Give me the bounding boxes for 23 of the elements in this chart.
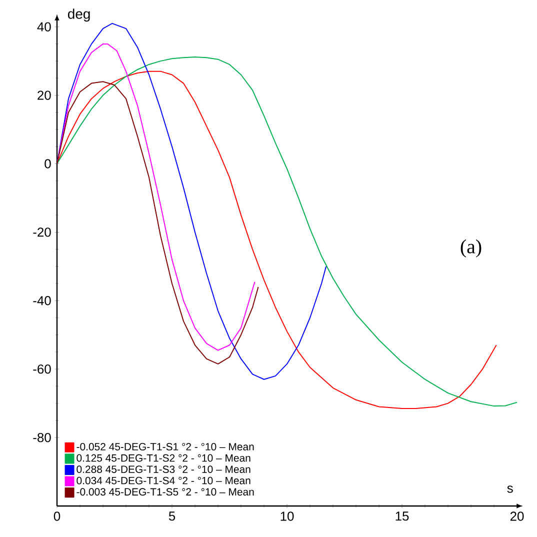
x-tick-label: 0 (54, 512, 60, 521)
y-tick-label: 40 (37, 22, 51, 32)
y-tick-label: -40 (33, 296, 51, 306)
x-tick-label: 15 (396, 512, 409, 521)
x-tick-label: 10 (280, 512, 294, 521)
legend-label: -0.052 45-DEG-T1-S1 °2 - °10 – Mean (76, 443, 254, 450)
legend-label: 0.034 45-DEG-T1-S4 °2 - °10 – Mean (76, 476, 250, 484)
y-tick-label: -60 (33, 364, 51, 374)
line-series (57, 81, 259, 364)
line-series (57, 22, 327, 380)
legend-label: 0.125 45-DEG-T1-S2 °2 - °10 – Mean (76, 454, 250, 462)
y-axis-title: deg (68, 8, 90, 22)
x-tick-label: 5 (168, 512, 176, 521)
legend-label: 0.288 45-DEG-T1-S3 °2 - °10 – Mean (76, 466, 250, 473)
y-tick-label: 0 (44, 159, 51, 168)
line-series (57, 43, 256, 351)
annotation: (a) (460, 239, 482, 258)
y-tick-label: -20 (33, 228, 51, 237)
y-tick-label: 20 (38, 90, 51, 100)
x-tick-label: 20 (510, 512, 524, 521)
x-axis-title: s (507, 486, 513, 493)
y-tick-label: -80 (33, 432, 51, 442)
legend-label: -0.003 45-DEG-T1-S5 °2 - °10 – Mean (76, 488, 254, 496)
